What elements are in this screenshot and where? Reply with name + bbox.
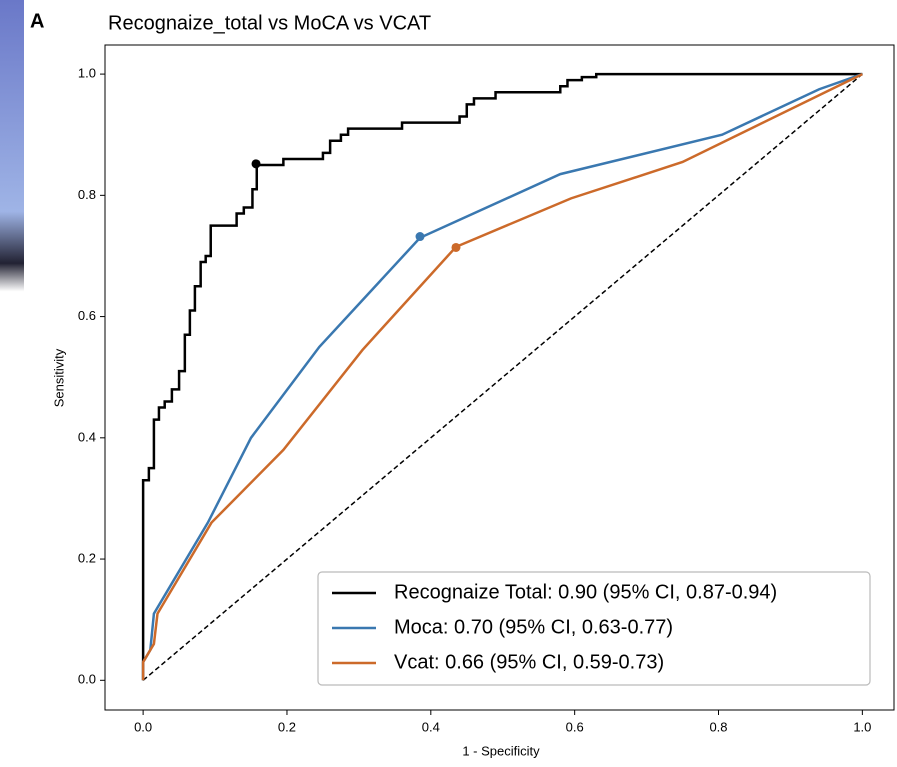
x-tick-label: 0.6 [566,719,584,734]
chart-title: Recognaize_total vs MoCA vs VCAT [108,12,431,34]
y-tick-label: 0.6 [78,308,96,323]
x-tick-label: 0.0 [134,719,152,734]
x-tick-label: 1.0 [853,719,871,734]
optimal-point [415,232,425,242]
x-tick-label: 0.2 [278,719,296,734]
y-tick-label: 0.2 [78,550,96,565]
chance-line [142,73,863,681]
side-image [0,0,24,470]
legend-box [317,571,871,686]
y-tick-label: 1.0 [78,66,96,81]
optimal-point [451,242,461,252]
y-axis-label: Sensitivity [51,348,66,407]
roc-curve [141,72,863,681]
x-tick-label: 0.8 [709,719,727,734]
legend-label: Moca: 0.70 (95% CI, 0.63-0.77) [394,616,673,638]
x-tick-label: 0.4 [422,719,440,734]
y-tick-label: 0.4 [78,429,96,444]
legend-label: Recognaize Total: 0.90 (95% CI, 0.87-0.9… [394,581,777,603]
legend-label: Vcat: 0.66 (95% CI, 0.59-0.73) [394,651,664,673]
y-tick-label: 0.0 [78,672,96,687]
optimal-point [251,159,261,169]
panel-label: A [30,10,44,32]
roc-curve [141,72,863,681]
x-axis-label: 1 - Specificity [462,743,540,758]
y-tick-label: 0.8 [78,187,96,202]
plot-frame [104,44,895,711]
